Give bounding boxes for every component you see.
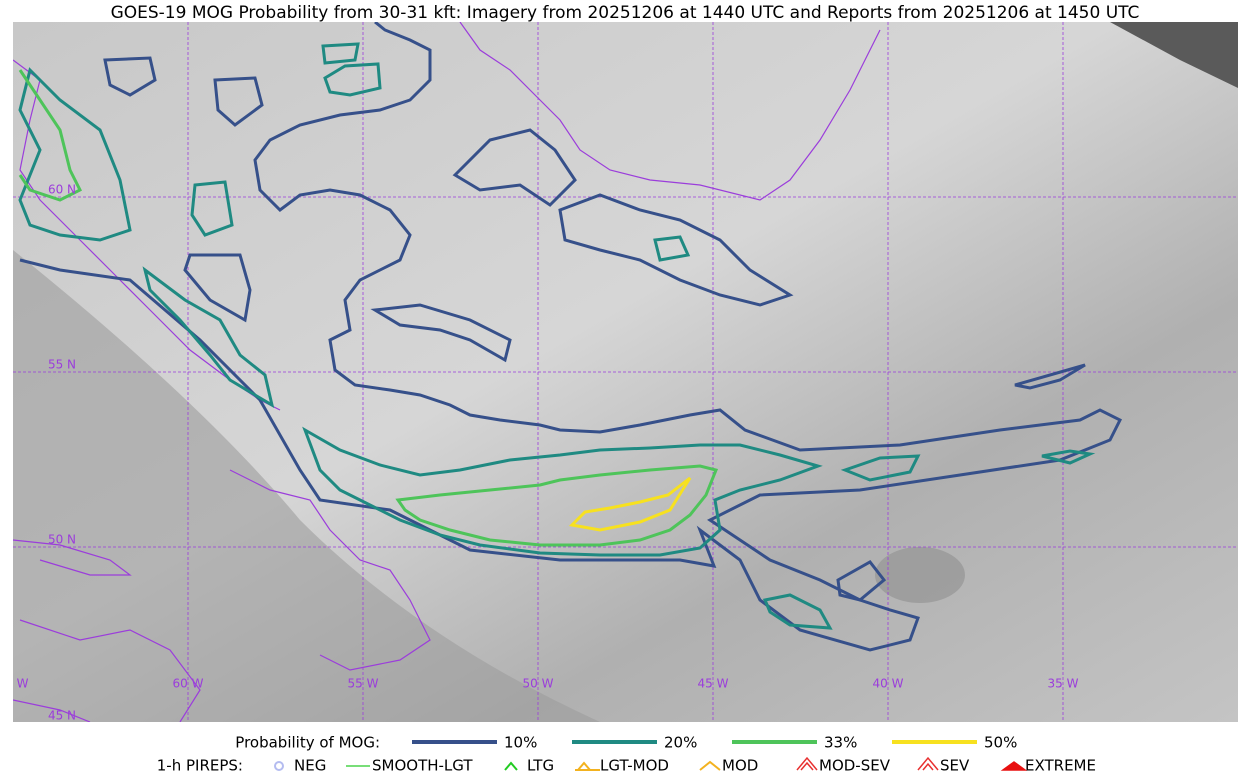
legend-label: SEV bbox=[940, 757, 970, 775]
pirep-icon bbox=[796, 756, 818, 771]
contour-10 bbox=[19, 22, 1123, 652]
legend-label: 50% bbox=[984, 734, 1017, 752]
contours bbox=[18, 22, 1123, 652]
pirep-icon bbox=[699, 760, 721, 771]
contour-20 bbox=[18, 42, 382, 409]
greenland-coast bbox=[459, 22, 881, 201]
lon-label: 60 W bbox=[173, 677, 204, 691]
maritimes-coast bbox=[13, 539, 201, 722]
legend-label: SMOOTH-LGT bbox=[372, 757, 473, 775]
low-center bbox=[875, 547, 965, 603]
map: 60 N 55 N 50 N 45 N 65 W 60 W 55 W 50 W 45 W 40 W… bbox=[0, 22, 1238, 723]
legend-label: MOD bbox=[722, 757, 758, 775]
no-data bbox=[1110, 22, 1238, 88]
pirep-icon bbox=[1000, 761, 1028, 771]
lon-label: 40 W bbox=[873, 677, 904, 691]
lat-label: 50 N bbox=[48, 533, 76, 547]
dark-imagery bbox=[13, 250, 600, 722]
legend: Probability of MOG: 10% 20% 33% 50% 1-h PIREP… bbox=[157, 734, 1096, 775]
contour-50 bbox=[568, 476, 692, 532]
lon-label: 35 W bbox=[1048, 677, 1079, 691]
legend-title: Probability of MOG: bbox=[235, 734, 380, 752]
legend-label: EXTREME bbox=[1025, 757, 1096, 775]
legend-label: 20% bbox=[664, 734, 697, 752]
contour-20 bbox=[302, 235, 1096, 630]
lon-label: 65 W bbox=[0, 677, 29, 691]
legend-label: 33% bbox=[824, 734, 857, 752]
contour-10 bbox=[370, 128, 1086, 602]
lon-label: 45 W bbox=[698, 677, 729, 691]
legend-label: NEG bbox=[294, 757, 326, 775]
lon-label: 50 W bbox=[523, 677, 554, 691]
lat-label: 55 N bbox=[48, 358, 76, 372]
lat-label: 60 N bbox=[48, 183, 76, 197]
newfoundland-coast bbox=[229, 469, 431, 671]
lat-label: 45 N bbox=[48, 709, 76, 723]
pirep-icon bbox=[917, 756, 939, 771]
title: GOES-19 MOG Probability from 30-31 kft: … bbox=[111, 3, 1140, 23]
pirep-icon bbox=[504, 761, 518, 771]
legend-label: 10% bbox=[504, 734, 537, 752]
grid-labels: 60 N 55 N 50 N 45 N 65 W 60 W 55 W 50 W 45 W 40 W… bbox=[0, 183, 1079, 723]
lon-label: 55 W bbox=[348, 677, 379, 691]
legend-label: LGT-MOD bbox=[600, 757, 669, 775]
contour-33 bbox=[18, 69, 719, 547]
legend-label: LTG bbox=[527, 757, 554, 775]
contour-10 bbox=[103, 56, 264, 323]
legend-label: MOD-SEV bbox=[819, 757, 891, 775]
legend-title: 1-h PIREPS: bbox=[157, 757, 243, 775]
pirep-icon bbox=[274, 761, 284, 771]
pirep-icon bbox=[575, 761, 600, 771]
